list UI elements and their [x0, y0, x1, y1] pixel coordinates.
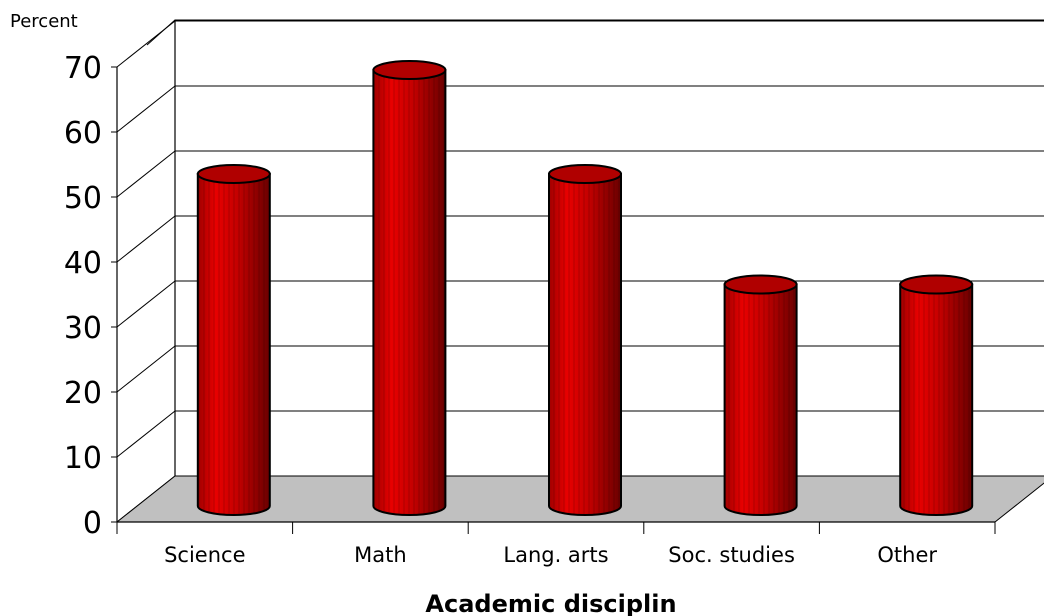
x-tick-label: Math — [354, 543, 407, 567]
side-top-edge — [146, 19, 176, 46]
bar-shading — [900, 284, 973, 515]
x-tick-label: Other — [877, 543, 937, 567]
bars — [196, 60, 974, 516]
y-tick-label: 50 — [64, 181, 102, 216]
bar — [899, 274, 974, 516]
side-gridline — [116, 410, 176, 458]
bar — [548, 164, 622, 516]
x-tick-label: Soc. studies — [668, 543, 795, 567]
side-gridline — [116, 85, 176, 133]
bar-shading — [373, 70, 446, 515]
bar — [723, 274, 798, 516]
y-axis: 0 10 20 30 40 50 60 70 — [64, 51, 118, 541]
bar-shading — [724, 284, 797, 515]
bar — [372, 60, 447, 516]
x-tick-label: Lang. arts — [503, 543, 608, 567]
y-axis-title: Percent — [10, 11, 78, 32]
bar-top — [196, 164, 271, 184]
y-tick-label: 30 — [64, 311, 102, 346]
bar-top — [899, 274, 974, 295]
y-tick-label: 10 — [64, 441, 102, 476]
bar-top — [723, 274, 798, 295]
x-tick-label: Science — [164, 543, 245, 567]
y-tick-label: 70 — [64, 51, 102, 86]
y-tick-label: 0 — [83, 506, 102, 541]
bar-top — [372, 60, 447, 80]
bar-top — [548, 164, 622, 184]
y-tick-label: 40 — [64, 246, 102, 281]
x-axis: Science Math Lang. arts Soc. studies Other — [116, 521, 996, 567]
x-axis-title: Academic disciplin — [425, 590, 676, 616]
bar-shading — [197, 174, 270, 515]
bar — [196, 164, 271, 516]
y-tick-label: 60 — [64, 116, 102, 151]
side-gridline — [116, 345, 176, 393]
side-gridline — [116, 215, 176, 263]
side-gridline — [116, 150, 176, 198]
side-gridline — [116, 280, 176, 328]
bar-shading — [549, 174, 621, 515]
y-tick-label: 20 — [64, 376, 102, 411]
